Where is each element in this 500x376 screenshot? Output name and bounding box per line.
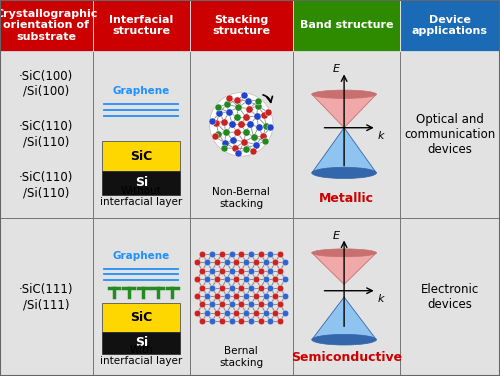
Point — [228, 268, 235, 274]
Point — [247, 285, 255, 291]
Point — [272, 259, 280, 265]
Point — [222, 276, 230, 282]
Point — [198, 285, 206, 291]
Point — [234, 150, 242, 156]
Ellipse shape — [312, 90, 376, 99]
Text: ·SiC(110)
/Si(110): ·SiC(110) /Si(110) — [19, 120, 74, 149]
Bar — [102, 303, 180, 332]
Point — [266, 318, 274, 324]
Point — [242, 129, 250, 135]
Point — [256, 251, 264, 257]
Point — [232, 293, 240, 299]
Bar — [102, 332, 180, 354]
Point — [242, 146, 250, 152]
Point — [262, 276, 270, 282]
Text: ·SiC(110)
/Si(110): ·SiC(110) /Si(110) — [19, 171, 74, 199]
Point — [240, 92, 248, 98]
Point — [252, 259, 260, 265]
Point — [220, 145, 228, 151]
Point — [214, 104, 222, 110]
Point — [218, 251, 226, 257]
Point — [244, 97, 252, 103]
Point — [208, 251, 216, 257]
Point — [256, 285, 264, 291]
Point — [262, 293, 270, 299]
Bar — [292, 51, 400, 218]
Bar — [0, 51, 92, 218]
Text: Bernal
stacking: Bernal stacking — [219, 346, 264, 368]
Point — [262, 259, 270, 265]
Bar — [190, 218, 292, 376]
Point — [213, 293, 221, 299]
Point — [198, 268, 206, 274]
Text: Band structure: Band structure — [300, 20, 393, 30]
Point — [242, 293, 250, 299]
Point — [213, 259, 221, 265]
Text: ·SiC(111)
/Si(111): ·SiC(111) /Si(111) — [19, 283, 74, 311]
Point — [264, 109, 272, 115]
Point — [256, 318, 264, 324]
Point — [266, 124, 274, 130]
Point — [228, 302, 235, 308]
Polygon shape — [312, 253, 376, 284]
Bar — [190, 51, 292, 218]
Point — [194, 259, 202, 265]
Point — [250, 148, 258, 154]
Text: Graphene: Graphene — [112, 251, 170, 261]
Point — [247, 302, 255, 308]
Point — [242, 259, 250, 265]
Point — [281, 276, 289, 282]
Point — [194, 310, 202, 316]
Bar — [92, 0, 190, 51]
Point — [212, 120, 220, 126]
Ellipse shape — [312, 334, 376, 345]
Text: SiC: SiC — [130, 311, 152, 324]
Point — [208, 268, 216, 274]
Text: Optical and
communication
devices: Optical and communication devices — [404, 113, 496, 156]
Point — [247, 318, 255, 324]
Point — [228, 285, 235, 291]
Point — [203, 276, 211, 282]
Point — [218, 285, 226, 291]
Point — [198, 318, 206, 324]
Point — [214, 131, 222, 137]
Text: Metallic: Metallic — [319, 191, 374, 205]
Point — [198, 251, 206, 257]
Point — [246, 121, 254, 127]
Point — [222, 310, 230, 316]
Point — [223, 101, 231, 107]
Point — [222, 129, 230, 135]
Point — [234, 104, 242, 110]
Point — [237, 251, 245, 257]
Point — [233, 114, 241, 120]
Text: Without
interfacial layer: Without interfacial layer — [100, 185, 182, 207]
Point — [225, 109, 233, 115]
Point — [225, 95, 233, 101]
Point — [213, 310, 221, 316]
Point — [245, 106, 253, 112]
Bar — [0, 218, 92, 376]
Bar — [102, 141, 180, 171]
Bar — [292, 218, 400, 376]
Point — [232, 276, 240, 282]
Point — [208, 118, 216, 124]
Point — [256, 302, 264, 308]
Point — [230, 145, 238, 151]
Point — [254, 103, 262, 109]
Point — [254, 124, 262, 130]
Ellipse shape — [312, 167, 376, 179]
Point — [203, 259, 211, 265]
Point — [208, 318, 216, 324]
Text: k: k — [378, 294, 384, 304]
Point — [250, 133, 258, 139]
Point — [281, 310, 289, 316]
Text: Graphene: Graphene — [112, 86, 170, 96]
Point — [266, 302, 274, 308]
Point — [230, 137, 237, 143]
Text: Device
applications: Device applications — [412, 15, 488, 36]
Point — [252, 141, 260, 147]
Point — [253, 113, 261, 119]
Point — [281, 293, 289, 299]
Point — [276, 302, 284, 308]
Point — [233, 129, 241, 135]
